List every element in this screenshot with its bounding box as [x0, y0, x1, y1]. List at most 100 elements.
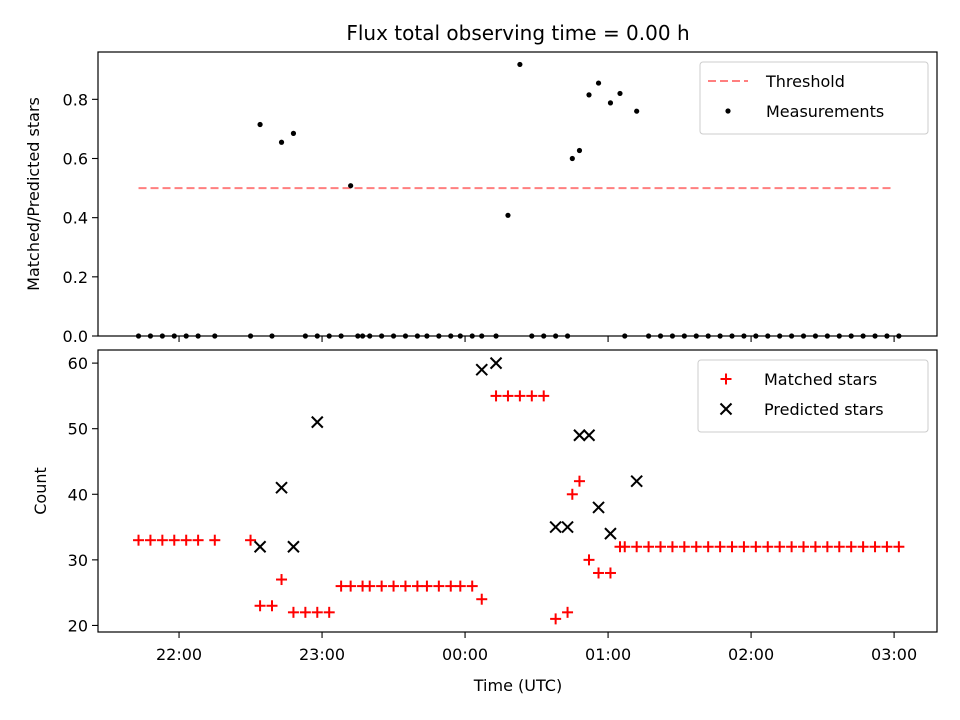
matched-stars-point — [583, 554, 595, 566]
predicted-stars-point — [630, 474, 643, 488]
predicted-stars-point — [592, 501, 605, 514]
measurement-point — [884, 333, 890, 339]
measurement-point — [359, 333, 366, 339]
matched-stars-point — [604, 567, 616, 579]
matched-stars-point — [631, 541, 643, 553]
plot-area — [133, 356, 905, 625]
measurement-point — [367, 333, 373, 339]
measurement-point — [872, 333, 878, 339]
bottom-panel-counts: 20 30 40 50 60 22:00 23:00 00:00 01:00 02:00 03:00… — [31, 349, 938, 664]
legend-frame — [697, 359, 929, 433]
matched-stars-point — [726, 541, 738, 553]
plot-area — [135, 61, 902, 339]
matched-stars-point — [245, 534, 257, 546]
matched-stars-point — [809, 541, 821, 553]
y-axis-label: Matched/Predicted stars — [24, 97, 43, 291]
measurement-point — [765, 333, 771, 339]
matched-stars-point — [750, 541, 762, 553]
y-tick-label: 0.2 — [63, 268, 88, 287]
matched-stars-point — [335, 580, 347, 592]
matched-stars-point — [433, 580, 445, 592]
matched-stars-point — [845, 541, 857, 553]
matched-stars-point — [388, 580, 400, 592]
matched-stars-point — [399, 580, 411, 592]
matched-stars-point — [893, 541, 905, 553]
matched-stars-point — [376, 580, 388, 592]
matched-stars-point — [466, 580, 478, 592]
axes-frame — [97, 51, 938, 337]
measurement-point — [586, 92, 592, 98]
matched-stars-point — [869, 541, 881, 553]
measurement-point — [355, 333, 361, 339]
matched-stars-point — [666, 541, 678, 553]
matched-stars-point — [762, 541, 774, 553]
matched-stars-point — [881, 541, 893, 553]
matched-stars-point — [133, 534, 145, 546]
y-tick-label: 60 — [68, 354, 88, 373]
predicted-stars-point — [311, 415, 324, 429]
matched-stars-point — [526, 390, 538, 402]
y-tick-label: 50 — [68, 420, 88, 439]
x-tick-label: 23:00 — [299, 645, 345, 664]
measurement-point — [493, 333, 499, 339]
matched-stars-point — [502, 390, 514, 402]
measurement-point — [479, 333, 485, 339]
matched-stars-point — [168, 534, 180, 546]
measurement-point — [505, 212, 511, 218]
matched-stars-point — [538, 390, 550, 402]
measurement-point — [457, 333, 463, 339]
measurement-point — [576, 147, 583, 154]
measurement-point — [553, 333, 559, 339]
matched-stars-point — [738, 541, 750, 553]
measurement-point — [414, 333, 420, 339]
measurement-point — [812, 333, 819, 339]
x-axis-label: Time (UTC) — [473, 676, 562, 695]
matched-stars-point — [445, 580, 457, 592]
predicted-stars-point — [275, 481, 288, 494]
measurement-point — [278, 139, 285, 145]
measurement-point — [171, 333, 177, 339]
measurement-point — [622, 333, 628, 339]
measurement-point — [326, 333, 332, 339]
y-tick-label: 0.6 — [63, 150, 88, 169]
measurement-point — [896, 333, 902, 339]
legend-predicted-swatch — [719, 402, 733, 416]
matched-stars-point — [690, 541, 702, 553]
measurement-point — [848, 333, 854, 339]
measurement-point — [753, 333, 759, 339]
measurement-point — [135, 333, 142, 339]
y-tick-label: 40 — [68, 485, 88, 504]
matched-stars-point — [254, 600, 266, 612]
matched-stars-point — [774, 541, 786, 553]
measurement-point — [469, 333, 475, 339]
matched-stars-point — [311, 606, 323, 618]
y-tick-label: 0.0 — [63, 327, 88, 346]
x-tick-label: 22:00 — [156, 645, 202, 664]
matched-stars-point — [364, 580, 376, 592]
legend: Threshold Measurements — [699, 61, 929, 135]
predicted-stars-point — [475, 363, 488, 376]
measurement-point — [681, 333, 687, 339]
matched-stars-point — [476, 593, 488, 605]
measurement-point — [860, 333, 866, 339]
x-tick-label: 02:00 — [728, 645, 774, 664]
predicted-stars-point — [253, 540, 267, 553]
matched-stars-point — [287, 606, 299, 618]
measurement-point — [645, 333, 652, 339]
matched-stars-point — [266, 600, 278, 612]
measurement-point — [657, 333, 664, 339]
matched-stars-point — [276, 574, 288, 586]
matched-stars-point — [562, 606, 574, 618]
x-tick-label: 00:00 — [442, 645, 488, 664]
matched-stars-point — [786, 541, 798, 553]
measurement-point — [436, 333, 442, 339]
measurement-point — [314, 333, 320, 339]
predicted-stars-point — [549, 520, 562, 534]
measurement-point — [836, 333, 842, 339]
measurement-point — [290, 130, 297, 136]
matched-stars-point — [209, 534, 221, 546]
matched-stars-point — [566, 488, 578, 500]
predicted-stars-point — [582, 429, 596, 442]
legend-measurement-swatch — [725, 108, 731, 114]
